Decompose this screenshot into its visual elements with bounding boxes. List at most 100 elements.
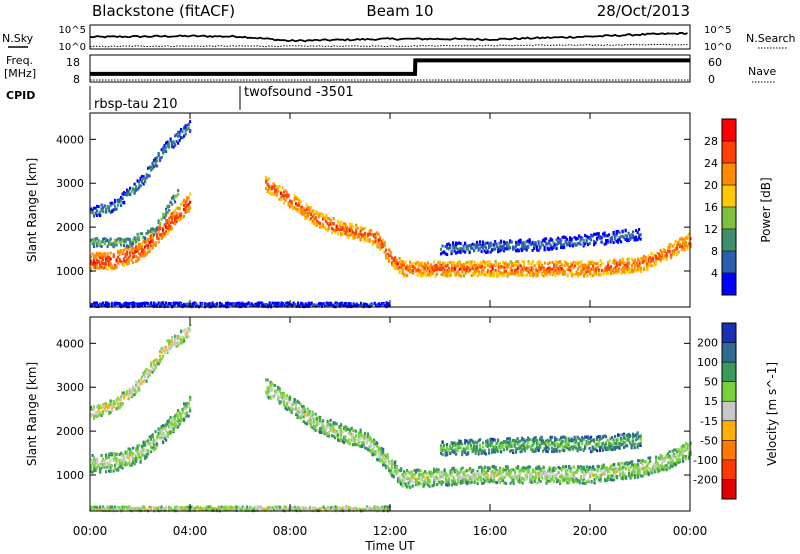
heatmap-cell: [578, 466, 581, 470]
heatmap-cell: [586, 465, 589, 469]
heatmap-cell: [674, 240, 677, 244]
heatmap-cell: [282, 302, 285, 306]
heatmap-cell: [97, 212, 100, 216]
heatmap-cell: [613, 470, 616, 474]
heatmap-cell: [482, 481, 485, 485]
heatmap-cell: [449, 271, 452, 275]
heatmap-cell: [416, 268, 419, 272]
heatmap-cell: [503, 273, 506, 277]
heatmap-cell: [640, 467, 643, 471]
heatmap-cell: [296, 399, 299, 403]
heatmap-cell: [498, 249, 501, 253]
heatmap-cell: [269, 192, 272, 196]
heatmap-cell: [314, 417, 317, 420]
heatmap-cell: [94, 253, 97, 257]
heatmap-cell: [142, 254, 145, 258]
heatmap-cell: [535, 271, 538, 275]
heatmap-cell: [461, 268, 464, 272]
heatmap-cell: [99, 403, 102, 407]
y-tick-label: 4000: [56, 133, 84, 146]
heatmap-cell: [638, 259, 641, 263]
heatmap-cell: [111, 452, 114, 456]
heatmap-cell: [183, 134, 186, 138]
heatmap-cell: [569, 261, 572, 265]
heatmap-cell: [433, 260, 436, 264]
heatmap-cell: [157, 359, 160, 363]
heatmap-cell: [99, 470, 102, 474]
heatmap-cell: [151, 235, 154, 239]
heatmap-cell: [381, 302, 384, 305]
heatmap-cell: [673, 250, 676, 254]
heatmap-cell: [298, 410, 301, 414]
heatmap-cell: [109, 201, 112, 205]
heatmap-cell: [109, 257, 112, 261]
heatmap-cell: [293, 197, 296, 201]
heatmap-cell: [114, 455, 117, 459]
heatmap-cell: [590, 471, 593, 475]
heatmap-cell: [492, 247, 495, 251]
colorbar-tick-label: 16: [704, 201, 718, 214]
heatmap-cell: [121, 192, 124, 196]
heatmap-cell: [500, 472, 503, 476]
heatmap-cell: [427, 476, 430, 480]
heatmap-cell: [650, 264, 653, 268]
heatmap-cell: [592, 465, 595, 469]
heatmap-cell: [517, 270, 520, 274]
heatmap-cell: [319, 302, 322, 305]
heatmap-cell: [374, 441, 377, 444]
heatmap-cell: [265, 180, 268, 184]
heatmap-cell: [636, 238, 639, 242]
heatmap-cell: [148, 435, 151, 439]
heatmap-cell: [528, 241, 531, 245]
heatmap-cell: [139, 302, 142, 306]
heatmap-cell: [323, 425, 326, 429]
heatmap-cell: [449, 470, 452, 474]
heatmap-cell: [520, 469, 523, 473]
heatmap-cell: [410, 264, 413, 268]
heatmap-cell: [153, 228, 156, 232]
heatmap-cell: [307, 302, 310, 306]
heatmap-cell: [580, 475, 583, 479]
heatmap-cell: [334, 301, 337, 305]
heatmap-cell: [355, 223, 358, 227]
heatmap-cell: [364, 302, 367, 306]
heatmap-cell: [171, 342, 174, 346]
heatmap-cell: [388, 469, 391, 473]
heatmap-cell: [190, 302, 193, 306]
heatmap-cell: [311, 410, 314, 414]
heatmap-cell: [187, 404, 190, 408]
heatmap-cell: [129, 387, 132, 391]
heatmap-cell: [178, 219, 181, 222]
heatmap-cell: [174, 425, 177, 429]
heatmap-cell: [178, 214, 181, 218]
heatmap-cell: [412, 473, 415, 477]
heatmap-cell: [121, 394, 124, 397]
heatmap-cell: [439, 480, 442, 484]
heatmap-cell: [165, 230, 168, 234]
heatmap-cell: [443, 250, 446, 254]
heatmap-cell: [415, 470, 418, 474]
heatmap-cell: [311, 220, 314, 223]
heatmap-cell: [269, 396, 272, 400]
heatmap-cell: [671, 244, 674, 248]
heatmap-cell: [584, 269, 587, 273]
heatmap-cell: [346, 426, 349, 430]
heatmap-cell: [370, 232, 373, 236]
heatmap-cell: [576, 237, 579, 241]
heatmap-cell: [127, 447, 130, 451]
heatmap-cell: [639, 237, 642, 241]
heatmap-cell: [383, 250, 386, 254]
heatmap-cell: [559, 479, 562, 483]
heatmap-cell: [130, 450, 133, 454]
heatmap-cell: [518, 477, 521, 481]
heatmap-cell: [605, 466, 608, 470]
heatmap-cell: [159, 221, 162, 225]
heatmap-cell: [563, 478, 566, 482]
heatmap-cell: [573, 242, 576, 246]
heatmap-cell: [273, 304, 276, 308]
heatmap-cell: [186, 209, 189, 213]
heatmap-cell: [570, 243, 573, 247]
heatmap-cell: [127, 189, 130, 193]
heatmap-cell: [352, 230, 355, 234]
heatmap-cell: [502, 274, 505, 278]
